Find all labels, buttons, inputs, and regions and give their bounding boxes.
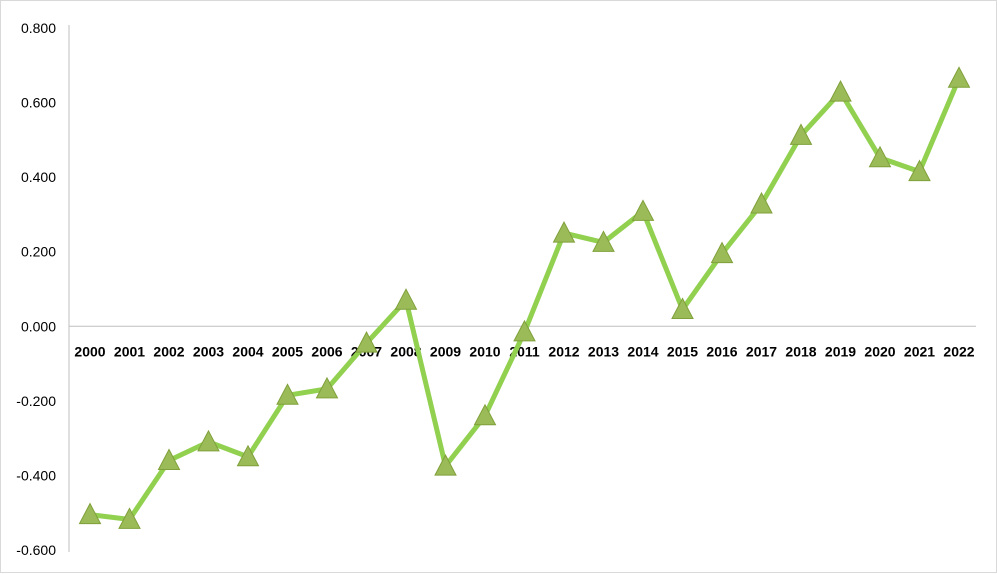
x-tick-label: 2010 [469, 343, 500, 359]
data-point-marker [513, 319, 536, 342]
y-tick-label: -0.200 [16, 393, 56, 409]
y-tick-label: -0.600 [16, 542, 56, 558]
x-tick-label: 2005 [272, 343, 303, 359]
data-point-marker [829, 80, 852, 102]
data-point-marker [197, 429, 220, 452]
data-point-marker [434, 454, 457, 476]
x-tick-label: 2004 [232, 343, 263, 359]
x-tick-label: 2001 [114, 343, 145, 359]
data-point-marker [394, 288, 418, 310]
data-point-marker [671, 297, 694, 319]
x-tick-label: 2008 [390, 343, 421, 359]
x-tick-label: 2006 [311, 343, 342, 359]
data-point-marker [789, 123, 813, 145]
x-tick-label: 2021 [904, 343, 935, 359]
x-tick-label: 2012 [548, 343, 579, 359]
x-tick-label: 2020 [864, 343, 895, 359]
x-tick-label: 2014 [627, 343, 658, 359]
data-point-marker [908, 159, 931, 182]
x-tick-label: 2013 [588, 343, 619, 359]
data-point-marker [868, 145, 892, 168]
data-point-marker [118, 507, 141, 529]
data-point-marker [276, 383, 299, 405]
x-tick-label: 2009 [430, 343, 461, 359]
data-point-marker [473, 403, 497, 426]
y-tick-label: 0.000 [21, 318, 56, 334]
y-tick-label: 0.200 [21, 244, 56, 260]
x-tick-label: 2019 [825, 343, 856, 359]
x-tick-label: 2017 [746, 343, 777, 359]
x-tick-label: 2015 [667, 343, 698, 359]
data-point-marker [157, 448, 181, 470]
y-tick-label: 0.800 [21, 20, 56, 36]
x-tick-label: 2022 [943, 343, 974, 359]
series-line [87, 75, 962, 522]
y-tick-label: 0.600 [21, 95, 56, 111]
data-point-marker [710, 241, 734, 264]
data-point-marker [750, 191, 773, 214]
data-point-marker [552, 221, 576, 243]
data-point-marker [592, 230, 615, 252]
x-tick-label: 2016 [706, 343, 737, 359]
x-tick-label: 2002 [153, 343, 184, 359]
x-tick-label: 2018 [785, 343, 816, 359]
x-tick-label: 2000 [74, 343, 105, 359]
data-point-marker [947, 66, 971, 88]
data-point-marker [315, 376, 339, 399]
data-point-marker [78, 502, 102, 525]
data-point-marker [355, 331, 378, 353]
x-tick-label: 2003 [193, 343, 224, 359]
data-point-marker [631, 199, 655, 221]
y-tick-label: 0.400 [21, 169, 56, 185]
y-tick-label: -0.400 [16, 467, 56, 483]
data-point-marker [236, 444, 260, 467]
